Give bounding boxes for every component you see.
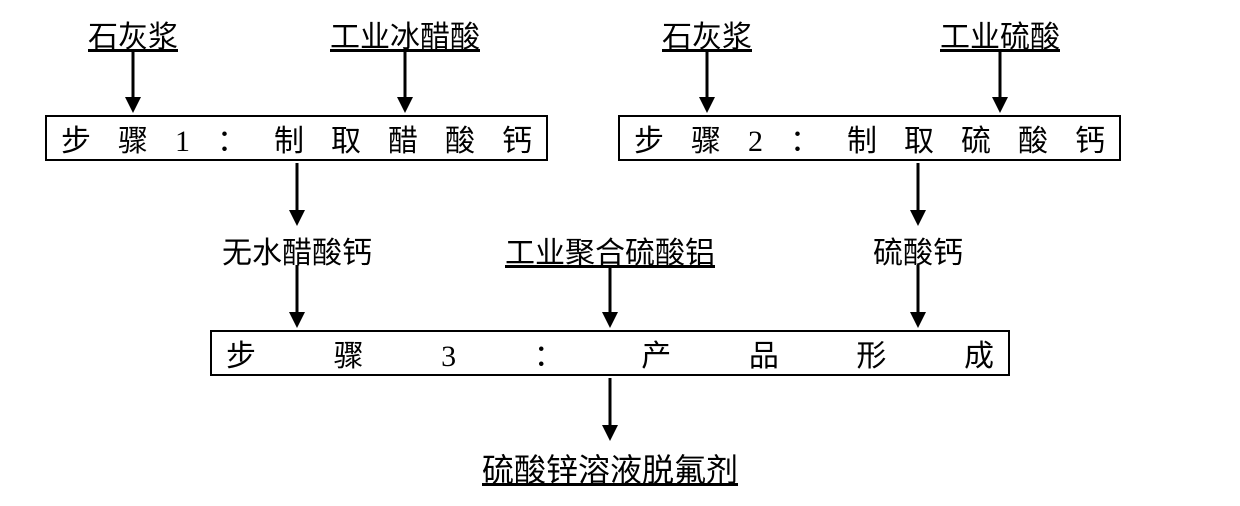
input-lime-slurry-2: 石灰浆 [662, 12, 752, 56]
step-2-label: 步骤2：制取硫酸钙 [620, 116, 1119, 160]
arrow-b-to-s1 [397, 50, 413, 113]
arrow-g-to-s3 [910, 265, 926, 328]
arrow-e-to-s3 [289, 265, 305, 328]
intermediate-anhydrous-calcium-acetate: 无水醋酸钙 [222, 228, 372, 272]
arrow-a-to-s1 [125, 50, 141, 113]
arrow-s2-to-g [910, 163, 926, 226]
input-lime-slurry-1: 石灰浆 [88, 12, 178, 56]
arrow-s3-to-final [602, 378, 618, 441]
flowchart-stage: 石灰浆 工业冰醋酸 石灰浆 工业硫酸 步骤1：制取醋酸钙 步骤2：制取硫酸钙 步… [0, 0, 1240, 506]
step-1-label: 步骤1：制取醋酸钙 [47, 116, 546, 160]
output-product: 硫酸锌溶液脱氟剂 [482, 445, 738, 491]
arrow-s1-to-e [289, 163, 305, 226]
step-3-box: 步骤3：产品形成 [210, 330, 1010, 376]
arrow-d-to-s2 [992, 50, 1008, 113]
input-sulfuric-acid: 工业硫酸 [940, 12, 1060, 56]
input-glacial-acetic-acid: 工业冰醋酸 [330, 12, 480, 56]
arrow-c-to-s2 [699, 50, 715, 113]
step-1-box: 步骤1：制取醋酸钙 [45, 115, 548, 161]
arrow-f-to-s3 [602, 265, 618, 328]
intermediate-calcium-sulfate: 硫酸钙 [873, 228, 963, 272]
step-3-label: 步骤3：产品形成 [212, 331, 1008, 375]
input-poly-aluminium-sulfate: 工业聚合硫酸铝 [505, 228, 715, 272]
step-2-box: 步骤2：制取硫酸钙 [618, 115, 1121, 161]
